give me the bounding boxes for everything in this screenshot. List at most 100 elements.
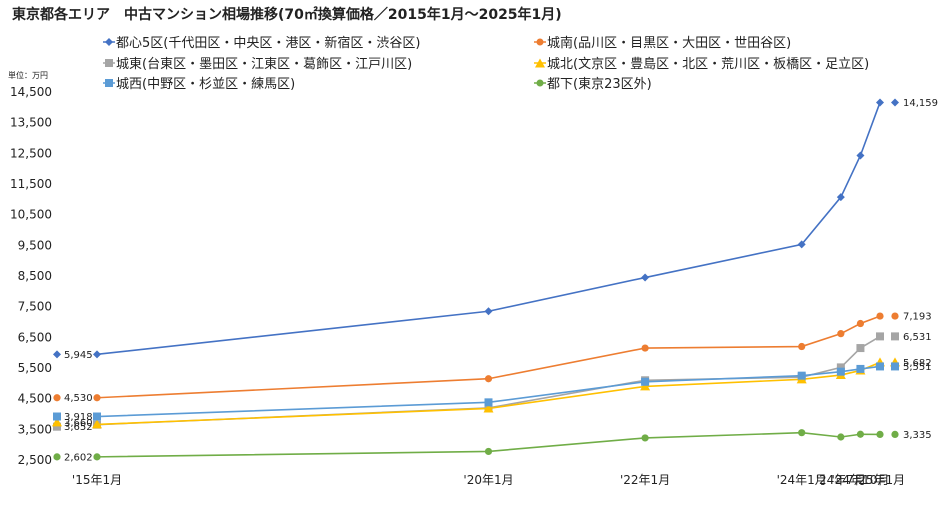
- data-point: [836, 193, 845, 202]
- y-tick-label: 6,500: [18, 330, 52, 344]
- end-marker: [891, 98, 899, 107]
- circle-marker-icon: [534, 38, 546, 45]
- data-point: [93, 394, 101, 402]
- start-data-label: 5,945: [64, 350, 93, 361]
- x-tick-label: '20年1月: [463, 473, 513, 487]
- start-marker: [53, 453, 61, 461]
- start-marker: [53, 394, 61, 402]
- end-marker: [891, 312, 899, 320]
- y-tick-label: 11,500: [10, 177, 52, 191]
- start-data-label: 2,602: [64, 452, 93, 463]
- data-point: [641, 344, 649, 352]
- data-point: [798, 429, 806, 437]
- data-point: [836, 367, 845, 376]
- end-marker: [891, 362, 899, 371]
- series-line: [96, 315, 881, 399]
- y-tick-label: 9,500: [18, 238, 52, 252]
- y-tick-label: 10,500: [10, 208, 52, 222]
- legend-item-johoku: 城北(文京区・豊島区・北区・荒川区・板橋区・足立区): [534, 53, 869, 72]
- legend-label: 都心5区(千代田区・中央区・港区・新宿区・渋谷区): [116, 36, 421, 51]
- data-point: [856, 344, 865, 353]
- legend-item-joto: 城東(台東区・墨田区・江東区・葛飾区・江戸川区): [103, 53, 412, 72]
- end-marker: [891, 430, 899, 438]
- data-point: [876, 312, 884, 320]
- data-point: [92, 419, 102, 429]
- y-tick-label: 12,500: [10, 146, 52, 160]
- legend-item-jonan: 城南(品川区・目黒区・大田区・世田谷区): [534, 32, 791, 51]
- legend-label: 城南(品川区・目黒区・大田区・世田谷区): [547, 36, 792, 51]
- unit-label: 単位：万円: [8, 71, 48, 80]
- data-point: [483, 403, 494, 413]
- square-marker-icon: [103, 58, 115, 67]
- legend-label: 城西(中野区・杉並区・練馬区): [116, 77, 296, 92]
- start-marker: [53, 412, 61, 421]
- legend-label: 城北(文京区・豊島区・北区・荒川区・板橋区・足立区): [547, 57, 870, 72]
- legend-label: 都下(東京23区外): [547, 77, 652, 92]
- data-point: [836, 363, 845, 372]
- data-point: [837, 330, 845, 338]
- data-point: [93, 350, 101, 359]
- data-point: [484, 375, 493, 383]
- data-point: [856, 319, 865, 328]
- legend-item-toshin: 都心5区(千代田区・中央区・港区・新宿区・渋谷区): [103, 32, 420, 51]
- square-marker-icon: [103, 78, 115, 87]
- end-data-label: 6,531: [903, 332, 932, 343]
- legend-label: 城東(台東区・墨田区・江東区・葛飾区・江戸川区): [116, 57, 413, 72]
- legend-item-tokka: 都下(東京23区外): [534, 73, 652, 92]
- series-line: [96, 102, 881, 356]
- data-point: [876, 98, 884, 107]
- start-data-label: 3,660: [64, 418, 93, 429]
- data-point: [641, 273, 650, 282]
- data-point: [856, 430, 865, 438]
- start-marker: [53, 422, 61, 431]
- end-data-label: 3,335: [903, 430, 932, 441]
- x-tick-label: '15年1月: [72, 473, 122, 487]
- series-line: [96, 361, 881, 426]
- data-point: [876, 430, 884, 438]
- data-point: [93, 453, 101, 461]
- triangle-marker-icon: [534, 58, 546, 67]
- end-data-label: 14,159: [903, 98, 938, 109]
- x-tick-label: '24年1月: [777, 473, 827, 487]
- data-point: [797, 240, 806, 249]
- end-data-label: 7,193: [903, 312, 932, 323]
- y-tick-label: 13,500: [10, 116, 52, 130]
- data-point: [856, 151, 865, 160]
- legend-item-josei: 城西(中野区・杉並区・練馬区): [103, 73, 295, 92]
- y-tick-label: 5,500: [18, 361, 52, 375]
- start-data-label: 3,652: [64, 422, 93, 433]
- start-data-label: 4,530: [64, 393, 93, 404]
- data-point: [837, 433, 845, 441]
- x-tick-label: '22年1月: [620, 473, 670, 487]
- data-point: [797, 371, 806, 380]
- x-tick-label: '25年1月: [855, 473, 905, 487]
- x-tick-label: '24年7月: [816, 473, 866, 487]
- circle-marker-icon: [534, 79, 546, 86]
- data-point: [876, 332, 884, 341]
- end-data-label: 5,551: [903, 362, 932, 373]
- chart-title: 東京都各エリア 中古マンション相場推移(70㎡換算価格／2015年1月～2025…: [12, 7, 562, 23]
- y-tick-label: 14,500: [10, 85, 52, 99]
- data-point: [93, 412, 101, 421]
- start-marker: [53, 350, 61, 359]
- data-point: [640, 381, 651, 391]
- y-tick-label: 8,500: [18, 269, 52, 283]
- data-point: [856, 364, 865, 373]
- end-data-label: 5,682: [903, 358, 932, 369]
- start-marker: [52, 417, 62, 427]
- end-marker: [891, 332, 899, 341]
- start-data-label: 3,918: [64, 412, 93, 423]
- y-tick-label: 4,500: [18, 392, 52, 406]
- data-point: [641, 377, 650, 386]
- y-tick-label: 7,500: [18, 300, 52, 314]
- data-point: [798, 342, 806, 351]
- data-point: [876, 362, 884, 371]
- y-tick-label: 3,500: [18, 422, 52, 436]
- x-tick-label: '24年10月: [832, 473, 890, 487]
- data-point: [484, 398, 493, 407]
- data-point: [484, 307, 493, 316]
- data-point: [484, 447, 493, 456]
- data-point: [641, 434, 649, 442]
- y-tick-label: 2,500: [18, 453, 52, 467]
